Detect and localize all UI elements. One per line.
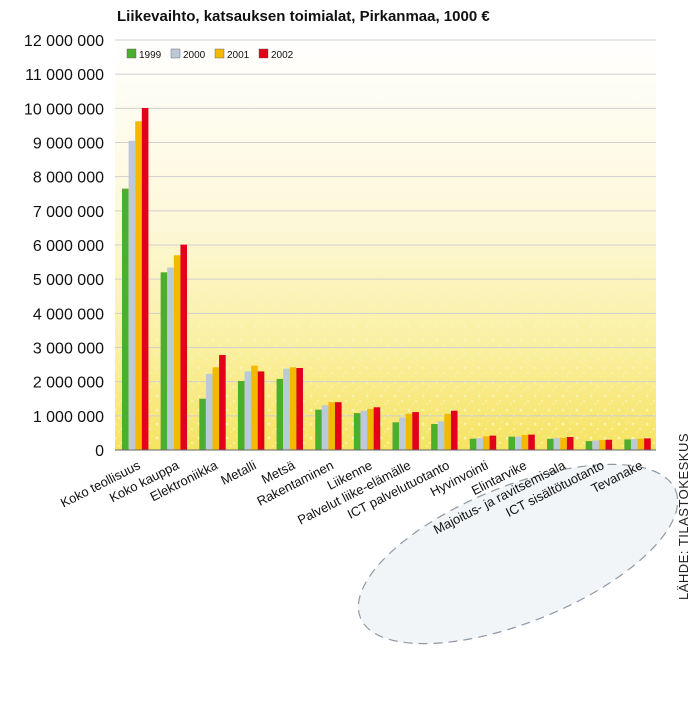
y-tick-label: 10 000 000 (24, 101, 104, 118)
bar-1999 (431, 424, 438, 450)
bar-2000 (167, 267, 174, 450)
bar-2000 (476, 438, 483, 450)
legend-swatch (214, 48, 225, 59)
bar-2002 (296, 368, 303, 450)
bar-2001 (173, 255, 181, 450)
y-tick-label: 12 000 000 (24, 33, 104, 50)
bar-1999 (315, 409, 322, 450)
y-tick-label: 11 000 000 (25, 67, 104, 84)
bar-2000 (283, 368, 290, 450)
bar-2001 (560, 437, 567, 450)
bar-2002 (566, 437, 574, 450)
bar-2001 (135, 121, 142, 450)
bar-1999 (122, 188, 129, 451)
legend-swatch (126, 48, 137, 59)
bar-2000 (437, 421, 445, 450)
bar-2000 (630, 439, 638, 450)
bar-2001 (212, 367, 220, 450)
bar-2000 (205, 373, 213, 450)
bar-1999 (276, 378, 284, 450)
legend-swatch (170, 48, 181, 59)
bar-2002 (412, 412, 419, 450)
bar-2002 (141, 107, 149, 451)
highlight-ellipse (357, 463, 679, 645)
legend-label: 2001 (227, 50, 250, 61)
bar-2002 (605, 439, 613, 450)
bar-1999 (469, 438, 477, 450)
bar-1999 (392, 422, 400, 450)
gridlines (115, 39, 656, 417)
bar-2001 (482, 436, 490, 450)
bar-2002 (528, 434, 535, 451)
bar-2000 (321, 405, 329, 450)
legend-label: 1999 (139, 50, 162, 61)
bar-2001 (521, 434, 529, 450)
bar-2001 (444, 413, 451, 450)
y-tick-label: 7 000 000 (33, 204, 104, 221)
legend-label: 2002 (271, 50, 294, 61)
bar-1999 (508, 436, 516, 450)
bar-2002 (644, 438, 651, 450)
bar-2002 (450, 410, 458, 450)
y-tick-label: 2 000 000 (33, 375, 104, 392)
legend-label: 2000 (183, 50, 206, 61)
bar-2000 (244, 371, 252, 450)
bar-2002 (335, 402, 342, 450)
bars (122, 107, 651, 451)
bar-2002 (180, 244, 188, 450)
y-tick-label: 5 000 000 (33, 272, 104, 289)
y-tick-label: 6 000 000 (33, 238, 104, 255)
bar-1999 (353, 413, 361, 450)
y-axis-ticks: 0 1 000 000 2 000 000 3 000 000 4 000 000 5 0… (24, 33, 104, 460)
bar-2001 (328, 402, 336, 450)
bar-2000 (399, 417, 406, 450)
bar-1999 (547, 438, 554, 450)
bar-2000 (553, 438, 561, 450)
bar-1999 (160, 272, 168, 450)
chart-title: Liikevaihto, katsauksen toimialat, Pirka… (117, 8, 490, 25)
y-tick-label: 0 (95, 443, 104, 460)
bar-2002 (489, 435, 497, 450)
bar-2000 (360, 410, 368, 450)
bar-1999 (199, 398, 206, 450)
y-tick-label: 3 000 000 (33, 341, 104, 358)
bar-2001 (405, 413, 413, 450)
bar-2002 (257, 371, 265, 450)
bar-2001 (289, 367, 297, 450)
y-tick-label: 9 000 000 (33, 136, 104, 153)
bar-2002 (373, 407, 381, 450)
bar-1999 (585, 441, 593, 450)
x-tick-label: Metalli (218, 457, 258, 487)
y-tick-label: 1 000 000 (33, 409, 104, 426)
bar-2001 (637, 438, 645, 450)
bar-1999 (624, 439, 631, 450)
legend-swatch (258, 48, 269, 59)
bar-2002 (219, 355, 226, 450)
y-tick-label: 8 000 000 (33, 170, 104, 187)
legend: 1999 2000 2001 2002 (126, 48, 294, 61)
bar-2000 (515, 436, 522, 450)
bar-2000 (128, 140, 136, 451)
bar-2001 (251, 365, 258, 450)
bar-1999 (237, 380, 245, 450)
y-tick-label: 4 000 000 (33, 306, 104, 323)
bar-2001 (367, 409, 374, 450)
bar-2001 (598, 440, 606, 450)
bar-2000 (592, 440, 599, 450)
